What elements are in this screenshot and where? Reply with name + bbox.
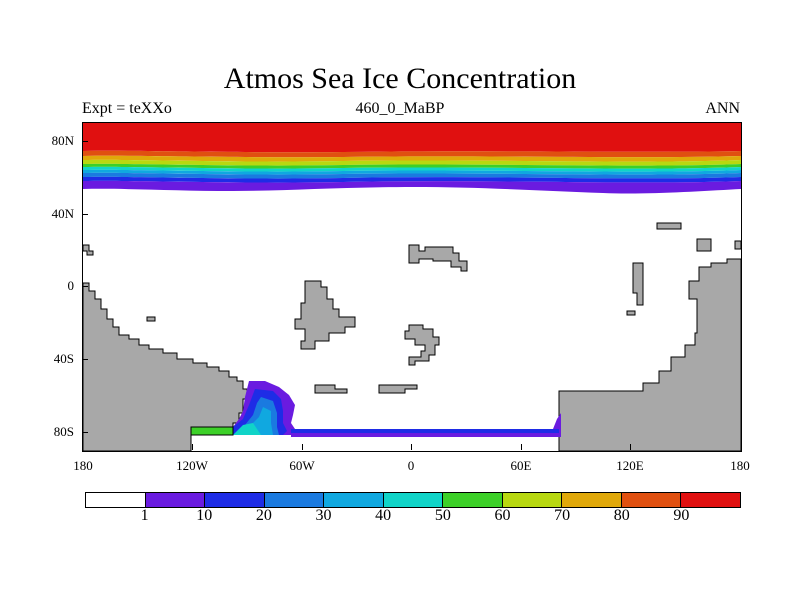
- land-east: [558, 258, 741, 451]
- south-ice-field: [190, 381, 561, 437]
- colorbar-box: [145, 493, 206, 507]
- colorbar-label: 90: [673, 507, 690, 524]
- land-island-d: [314, 384, 348, 394]
- colorbar-box: [324, 493, 384, 507]
- x-label-60e: 60E: [510, 458, 532, 473]
- colorbar-label: 70: [554, 507, 571, 524]
- colorbar-label: 40: [375, 507, 392, 524]
- ice-band-90: [83, 123, 741, 143]
- y-label-80s: 80S: [53, 424, 74, 439]
- land-east-islet-b: [696, 238, 712, 252]
- colorbar-box: [562, 493, 622, 507]
- season-label: ANN: [705, 100, 740, 117]
- land-island-a: [294, 280, 356, 350]
- y-label-80n: 80N: [51, 133, 74, 148]
- land-island-e: [378, 384, 418, 394]
- colorbar-box: [205, 493, 265, 507]
- x-tick: [630, 444, 631, 450]
- colorbar-box: [383, 493, 444, 507]
- x-label-180w: 180: [73, 458, 93, 473]
- y-tick: [82, 214, 88, 215]
- colorbar-box: [86, 493, 146, 507]
- ice-band-60: [83, 159, 741, 166]
- colorbar-label: 30: [315, 507, 332, 524]
- y-label-40s: 40S: [53, 351, 74, 366]
- colorbar-box: [681, 493, 741, 507]
- south-ice-outer: [191, 381, 561, 437]
- x-tick: [521, 444, 522, 450]
- ice-band-70: [83, 155, 741, 162]
- ice-band-10: [83, 176, 741, 183]
- land-east-islet-a: [656, 222, 682, 230]
- colorbar-box: [443, 493, 503, 507]
- land-east-edge: [734, 240, 741, 250]
- ice-band-50: [83, 163, 741, 169]
- x-tick: [411, 444, 412, 450]
- x-label-0: 0: [407, 458, 415, 473]
- x-label-180e: 180: [730, 458, 750, 473]
- x-tick: [302, 444, 303, 450]
- north-ice-field: [83, 123, 741, 194]
- ice-band-80: [83, 150, 741, 158]
- colorbar-label: 20: [255, 507, 272, 524]
- ice-band-1: [83, 180, 741, 194]
- colorbar-label: 60: [494, 507, 511, 524]
- colorbar-label: 10: [196, 507, 213, 524]
- colorbar-box: [264, 493, 325, 507]
- colorbar-label: 50: [434, 507, 451, 524]
- land-east-islet-c: [632, 262, 644, 306]
- south-ice-d: [233, 423, 261, 435]
- colorbar: [85, 492, 741, 508]
- colorbar-box: [621, 493, 682, 507]
- land-west: [83, 282, 248, 451]
- land-island-c: [408, 244, 468, 272]
- ice-band-90b: [83, 143, 741, 153]
- map-panel: [82, 122, 742, 452]
- x-label-120e: 120E: [616, 458, 644, 473]
- x-tick: [192, 444, 193, 450]
- y-tick: [82, 141, 88, 142]
- y-tick: [82, 432, 88, 433]
- colorbar-label: 1: [140, 507, 149, 524]
- experiment-label: Expt = teXXo: [82, 100, 172, 117]
- ice-band-40: [83, 166, 741, 172]
- colorbar-box: [502, 493, 563, 507]
- y-label-40n: 40N: [51, 206, 74, 221]
- south-ice-band: [291, 429, 559, 433]
- y-label-0: 0: [67, 278, 75, 293]
- land-west-islet-a: [83, 244, 94, 256]
- land-island-b: [404, 324, 440, 366]
- land-masses: [83, 222, 741, 451]
- y-tick: [82, 359, 88, 360]
- plot-title: Atmos Sea Ice Concentration: [223, 62, 577, 95]
- sea-ice-map: [83, 123, 741, 451]
- colorbar-label: 80: [613, 507, 630, 524]
- ice-band-30: [83, 169, 741, 175]
- y-tick: [82, 286, 88, 287]
- land-east-islet-d: [626, 310, 636, 316]
- x-label-120w: 120W: [176, 458, 208, 473]
- south-ice-e: [190, 426, 234, 436]
- land-west-islet-b: [146, 316, 156, 322]
- ice-band-20: [83, 172, 741, 179]
- time-label: 460_0_MaBP: [355, 100, 445, 117]
- x-label-60w: 60W: [289, 458, 315, 473]
